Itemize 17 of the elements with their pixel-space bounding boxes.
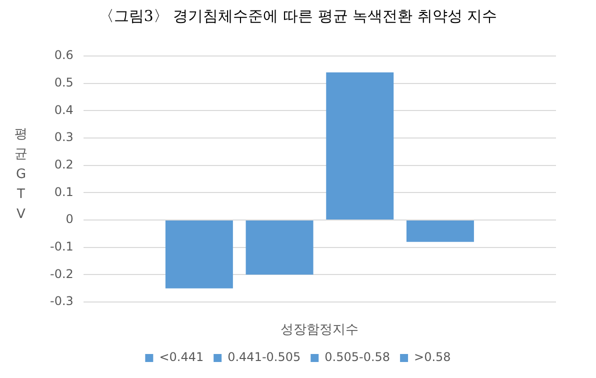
chart-title: 〈그림3〉 경기침체수준에 따른 평균 녹색전환 취약성 지수 bbox=[98, 6, 498, 25]
legend-label: <0.441 bbox=[159, 350, 204, 364]
legend-label: 0.505-0.58 bbox=[324, 350, 390, 364]
legend-label: >0.58 bbox=[414, 350, 451, 364]
x-axis-title: 성장함정지수 bbox=[280, 322, 359, 338]
y-tick-label: 0.1 bbox=[54, 184, 74, 199]
y-tick-label: 0.3 bbox=[54, 130, 74, 144]
y-tick-label: 0.4 bbox=[54, 102, 74, 117]
y-tick-label: 0.5 bbox=[54, 75, 74, 90]
y-tick-label: -0.3 bbox=[50, 294, 74, 308]
y-axis-title: 평균GTV bbox=[14, 126, 28, 224]
y-tick-label: 0.2 bbox=[54, 157, 74, 172]
y-tick-label: 0.6 bbox=[54, 48, 74, 62]
y-tick-label: -0.2 bbox=[50, 266, 74, 281]
y-tick-label: 0 bbox=[66, 212, 74, 226]
y-tick-label: -0.1 bbox=[50, 239, 74, 254]
legend-label: 0.441-0.505 bbox=[228, 350, 301, 364]
